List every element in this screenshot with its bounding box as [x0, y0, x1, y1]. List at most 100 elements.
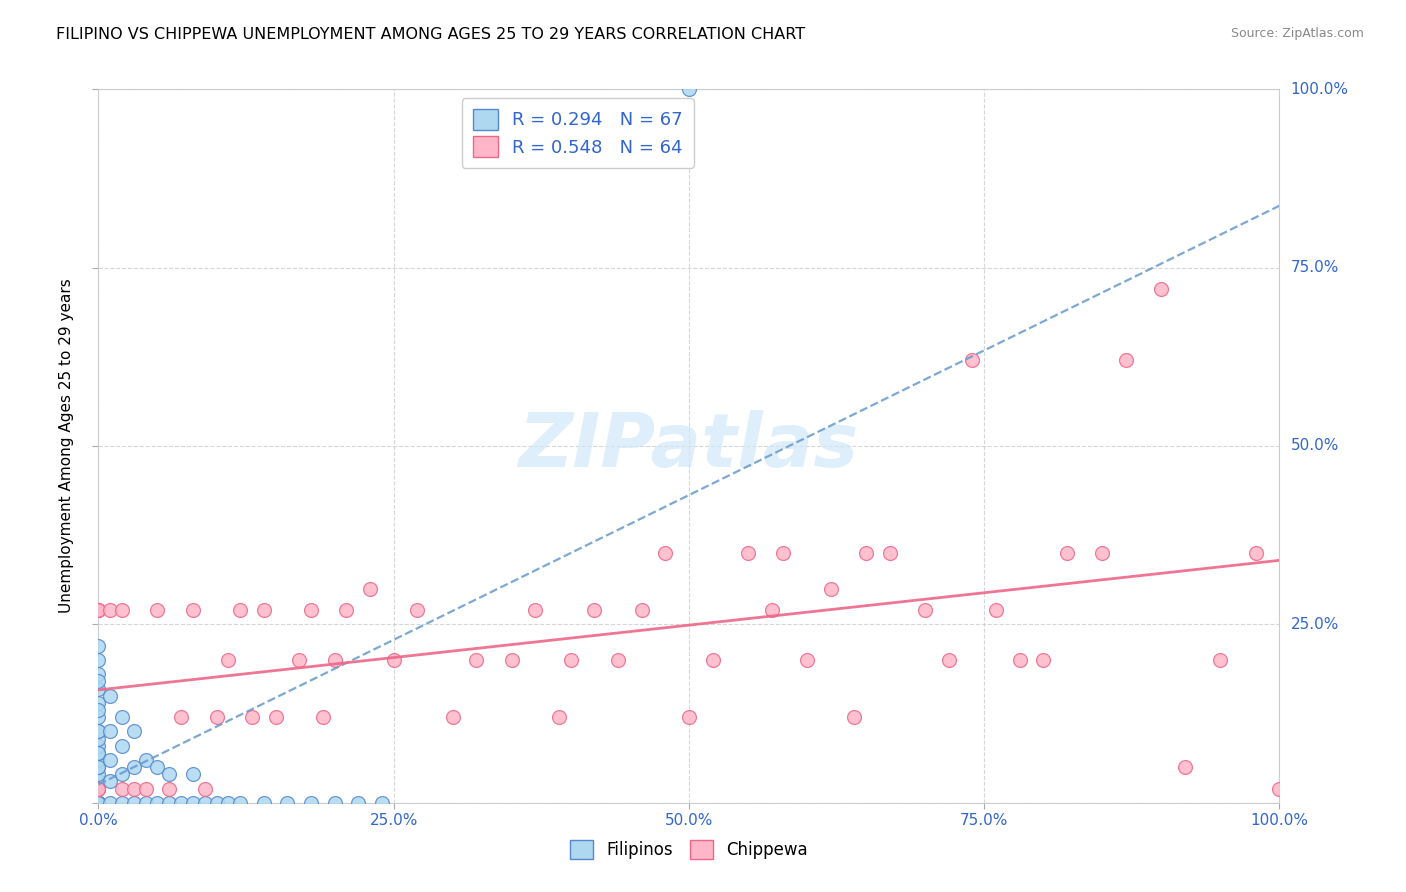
Point [87, 796, 110, 810]
Point [111, 603, 134, 617]
Point [938, 653, 960, 667]
Point [560, 653, 582, 667]
Point [299, 603, 322, 617]
Point [264, 710, 287, 724]
Point [548, 710, 571, 724]
Point [87, 796, 110, 810]
Text: 100.0%: 100.0% [1291, 82, 1348, 96]
Point [229, 796, 252, 810]
Point [87, 767, 110, 781]
Legend: Filipinos, Chippewa: Filipinos, Chippewa [564, 833, 814, 866]
Point [87, 796, 110, 810]
Point [1150, 282, 1173, 296]
Text: 50.0%: 50.0% [1291, 439, 1339, 453]
Point [217, 796, 239, 810]
Point [1032, 653, 1054, 667]
Point [240, 710, 263, 724]
Point [702, 653, 724, 667]
Point [630, 603, 652, 617]
Point [205, 710, 228, 724]
Point [87, 796, 110, 810]
Point [1008, 653, 1031, 667]
Point [205, 796, 228, 810]
Point [382, 653, 405, 667]
Point [87, 603, 110, 617]
Point [1174, 760, 1197, 774]
Point [98, 753, 121, 767]
Point [146, 796, 169, 810]
Point [87, 667, 110, 681]
Point [87, 681, 110, 696]
Point [87, 796, 110, 810]
Point [607, 653, 630, 667]
Point [98, 724, 121, 739]
Point [1268, 781, 1291, 796]
Point [796, 653, 818, 667]
Point [87, 603, 110, 617]
Point [87, 796, 110, 810]
Point [984, 603, 1007, 617]
Point [181, 603, 204, 617]
Text: FILIPINO VS CHIPPEWA UNEMPLOYMENT AMONG AGES 25 TO 29 YEARS CORRELATION CHART: FILIPINO VS CHIPPEWA UNEMPLOYMENT AMONG … [56, 27, 806, 42]
Point [87, 724, 110, 739]
Point [323, 796, 346, 810]
Point [87, 746, 110, 760]
Point [583, 603, 606, 617]
Point [229, 603, 252, 617]
Point [371, 796, 394, 810]
Point [1209, 653, 1232, 667]
Point [194, 796, 217, 810]
Point [170, 710, 193, 724]
Point [87, 796, 110, 810]
Point [87, 796, 110, 810]
Point [111, 710, 134, 724]
Point [122, 724, 145, 739]
Point [962, 353, 984, 368]
Point [1115, 353, 1137, 368]
Point [87, 781, 110, 796]
Point [1091, 546, 1114, 560]
Point [157, 767, 180, 781]
Text: ZIPatlas: ZIPatlas [519, 409, 859, 483]
Point [87, 746, 110, 760]
Point [87, 796, 110, 810]
Point [98, 796, 121, 810]
Text: 25.0%: 25.0% [1291, 617, 1339, 632]
Point [654, 546, 676, 560]
Point [87, 796, 110, 810]
Point [135, 781, 157, 796]
Point [87, 796, 110, 810]
Point [98, 689, 121, 703]
Point [359, 582, 381, 596]
Point [323, 653, 346, 667]
Point [122, 781, 145, 796]
Point [855, 546, 877, 560]
Point [135, 753, 157, 767]
Point [157, 781, 180, 796]
Point [1056, 546, 1078, 560]
Point [170, 796, 193, 810]
Point [111, 767, 134, 781]
Point [288, 653, 311, 667]
Point [87, 781, 110, 796]
Point [678, 82, 700, 96]
Point [217, 653, 239, 667]
Point [312, 710, 335, 724]
Point [761, 603, 783, 617]
Point [87, 696, 110, 710]
Point [87, 781, 110, 796]
Point [441, 710, 464, 724]
Point [87, 796, 110, 810]
Point [87, 796, 110, 810]
Point [111, 781, 134, 796]
Point [87, 603, 110, 617]
Point [122, 760, 145, 774]
Point [1244, 546, 1267, 560]
Point [87, 796, 110, 810]
Y-axis label: Unemployment Among Ages 25 to 29 years: Unemployment Among Ages 25 to 29 years [59, 278, 75, 614]
Point [98, 774, 121, 789]
Point [194, 781, 217, 796]
Point [501, 653, 523, 667]
Point [181, 767, 204, 781]
Point [87, 724, 110, 739]
